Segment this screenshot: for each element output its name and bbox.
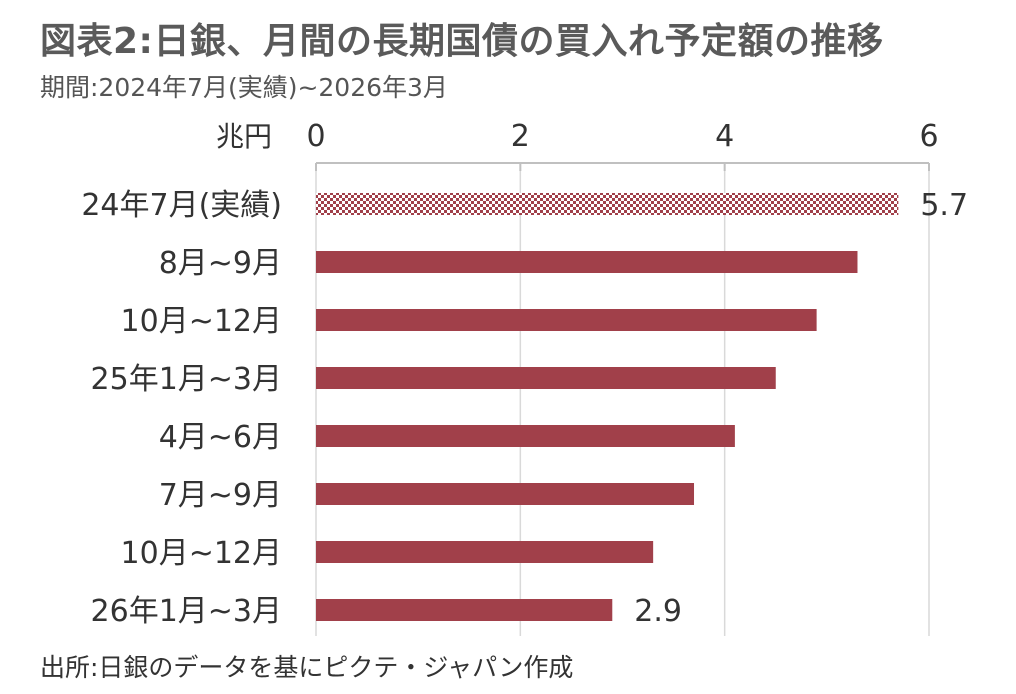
x-tick-label: 0 bbox=[306, 119, 325, 154]
category-label: 10月~12月 bbox=[121, 536, 282, 571]
bar-5 bbox=[316, 483, 695, 505]
bar-4 bbox=[316, 425, 735, 447]
bar-2 bbox=[316, 309, 817, 331]
bar-3 bbox=[316, 367, 776, 389]
source-note: 出所:日銀のデータを基にピクテ・ジャパン作成 bbox=[40, 653, 574, 682]
grid-lines bbox=[315, 163, 930, 636]
bar-6 bbox=[316, 541, 654, 563]
data-label: 5.7 bbox=[920, 188, 968, 223]
category-label: 7月~9月 bbox=[159, 478, 282, 513]
category-label: 25年1月~3月 bbox=[91, 362, 282, 397]
bar-7 bbox=[316, 599, 613, 621]
x-tick-label: 4 bbox=[715, 119, 734, 154]
data-label: 2.9 bbox=[634, 594, 682, 629]
bars bbox=[316, 193, 899, 621]
category-label: 4月~6月 bbox=[159, 420, 282, 455]
labels: 24年7月(実績) 5.7 8月~9月 10月~12月 25年1月~3月 4月~6月 7月~… bbox=[81, 188, 968, 629]
category-label: 10月~12月 bbox=[121, 304, 282, 339]
category-label: 24年7月(実績) bbox=[81, 188, 282, 223]
chart-subtitle: 期間:2024年7月(実績)~2026年3月 bbox=[40, 73, 448, 102]
x-axis-unit-label: 兆円 bbox=[216, 120, 272, 153]
chart-title: 図表2:日銀、月間の長期国債の買入れ予定額の推移 bbox=[40, 21, 884, 62]
bar-0 bbox=[316, 193, 899, 215]
x-tick-label: 6 bbox=[919, 119, 938, 154]
x-axis: 0 2 4 6 兆円 bbox=[216, 119, 939, 171]
x-tick-label: 2 bbox=[511, 119, 530, 154]
bar-1 bbox=[316, 251, 858, 273]
category-label: 8月~9月 bbox=[159, 246, 282, 281]
category-label: 26年1月~3月 bbox=[91, 594, 282, 629]
